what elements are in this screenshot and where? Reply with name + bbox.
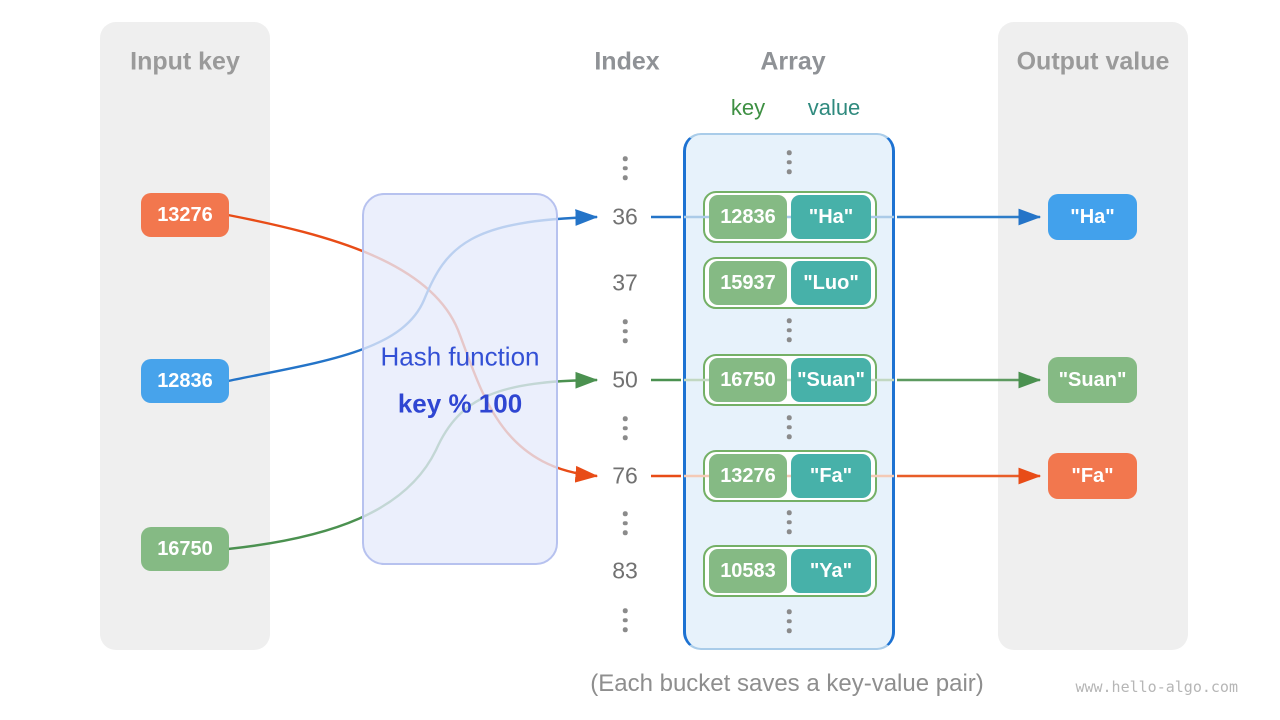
array-ellipsis [786,150,792,174]
array-column-header: Array [760,47,826,76]
output-value-ha: "Ha" [1048,194,1137,240]
input-panel-title: Input key [130,47,240,76]
index-ellipsis [622,608,628,632]
hash-function-formula: key % 100 [397,388,523,419]
array-value-luo: "Luo" [791,261,871,305]
hash-function-title: Hash function [380,341,540,372]
array-value-ya: "Ya" [791,549,871,593]
array-value-ha: "Ha" [791,195,871,239]
array-ellipsis [786,510,792,534]
output-value-panel [998,22,1188,650]
array-ellipsis [786,415,792,439]
index-50: 50 [612,366,638,393]
index-column-header: Index [594,47,660,76]
array-key-12836: 12836 [709,195,787,239]
array-key-15937: 15937 [709,261,787,305]
hash-function-box [362,193,558,565]
array-ellipsis [786,318,792,342]
array-key-10583: 10583 [709,549,787,593]
output-value-suan: "Suan" [1048,357,1137,403]
index-37: 37 [612,269,638,296]
index-36: 36 [612,203,638,230]
value-header: value [807,95,861,120]
key-header: key [730,95,766,120]
array-value-fa: "Fa" [791,454,871,498]
array-key-16750: 16750 [709,358,787,402]
site-watermark: www.hello-algo.com [1075,678,1238,696]
index-83: 83 [612,557,638,584]
index-ellipsis [622,511,628,535]
index-ellipsis [622,156,628,180]
input-key-13276: 13276 [141,193,229,237]
index-76: 76 [612,462,638,489]
array-ellipsis [786,609,792,633]
index-ellipsis [622,319,628,343]
array-key-13276: 13276 [709,454,787,498]
diagram-caption: (Each bucket saves a key-value pair) [590,670,984,697]
array-value-suan: "Suan" [791,358,871,402]
output-panel-title: Output value [1016,47,1170,76]
input-key-12836: 12836 [141,359,229,403]
index-ellipsis [622,416,628,440]
output-value-fa: "Fa" [1048,453,1137,499]
input-key-16750: 16750 [141,527,229,571]
